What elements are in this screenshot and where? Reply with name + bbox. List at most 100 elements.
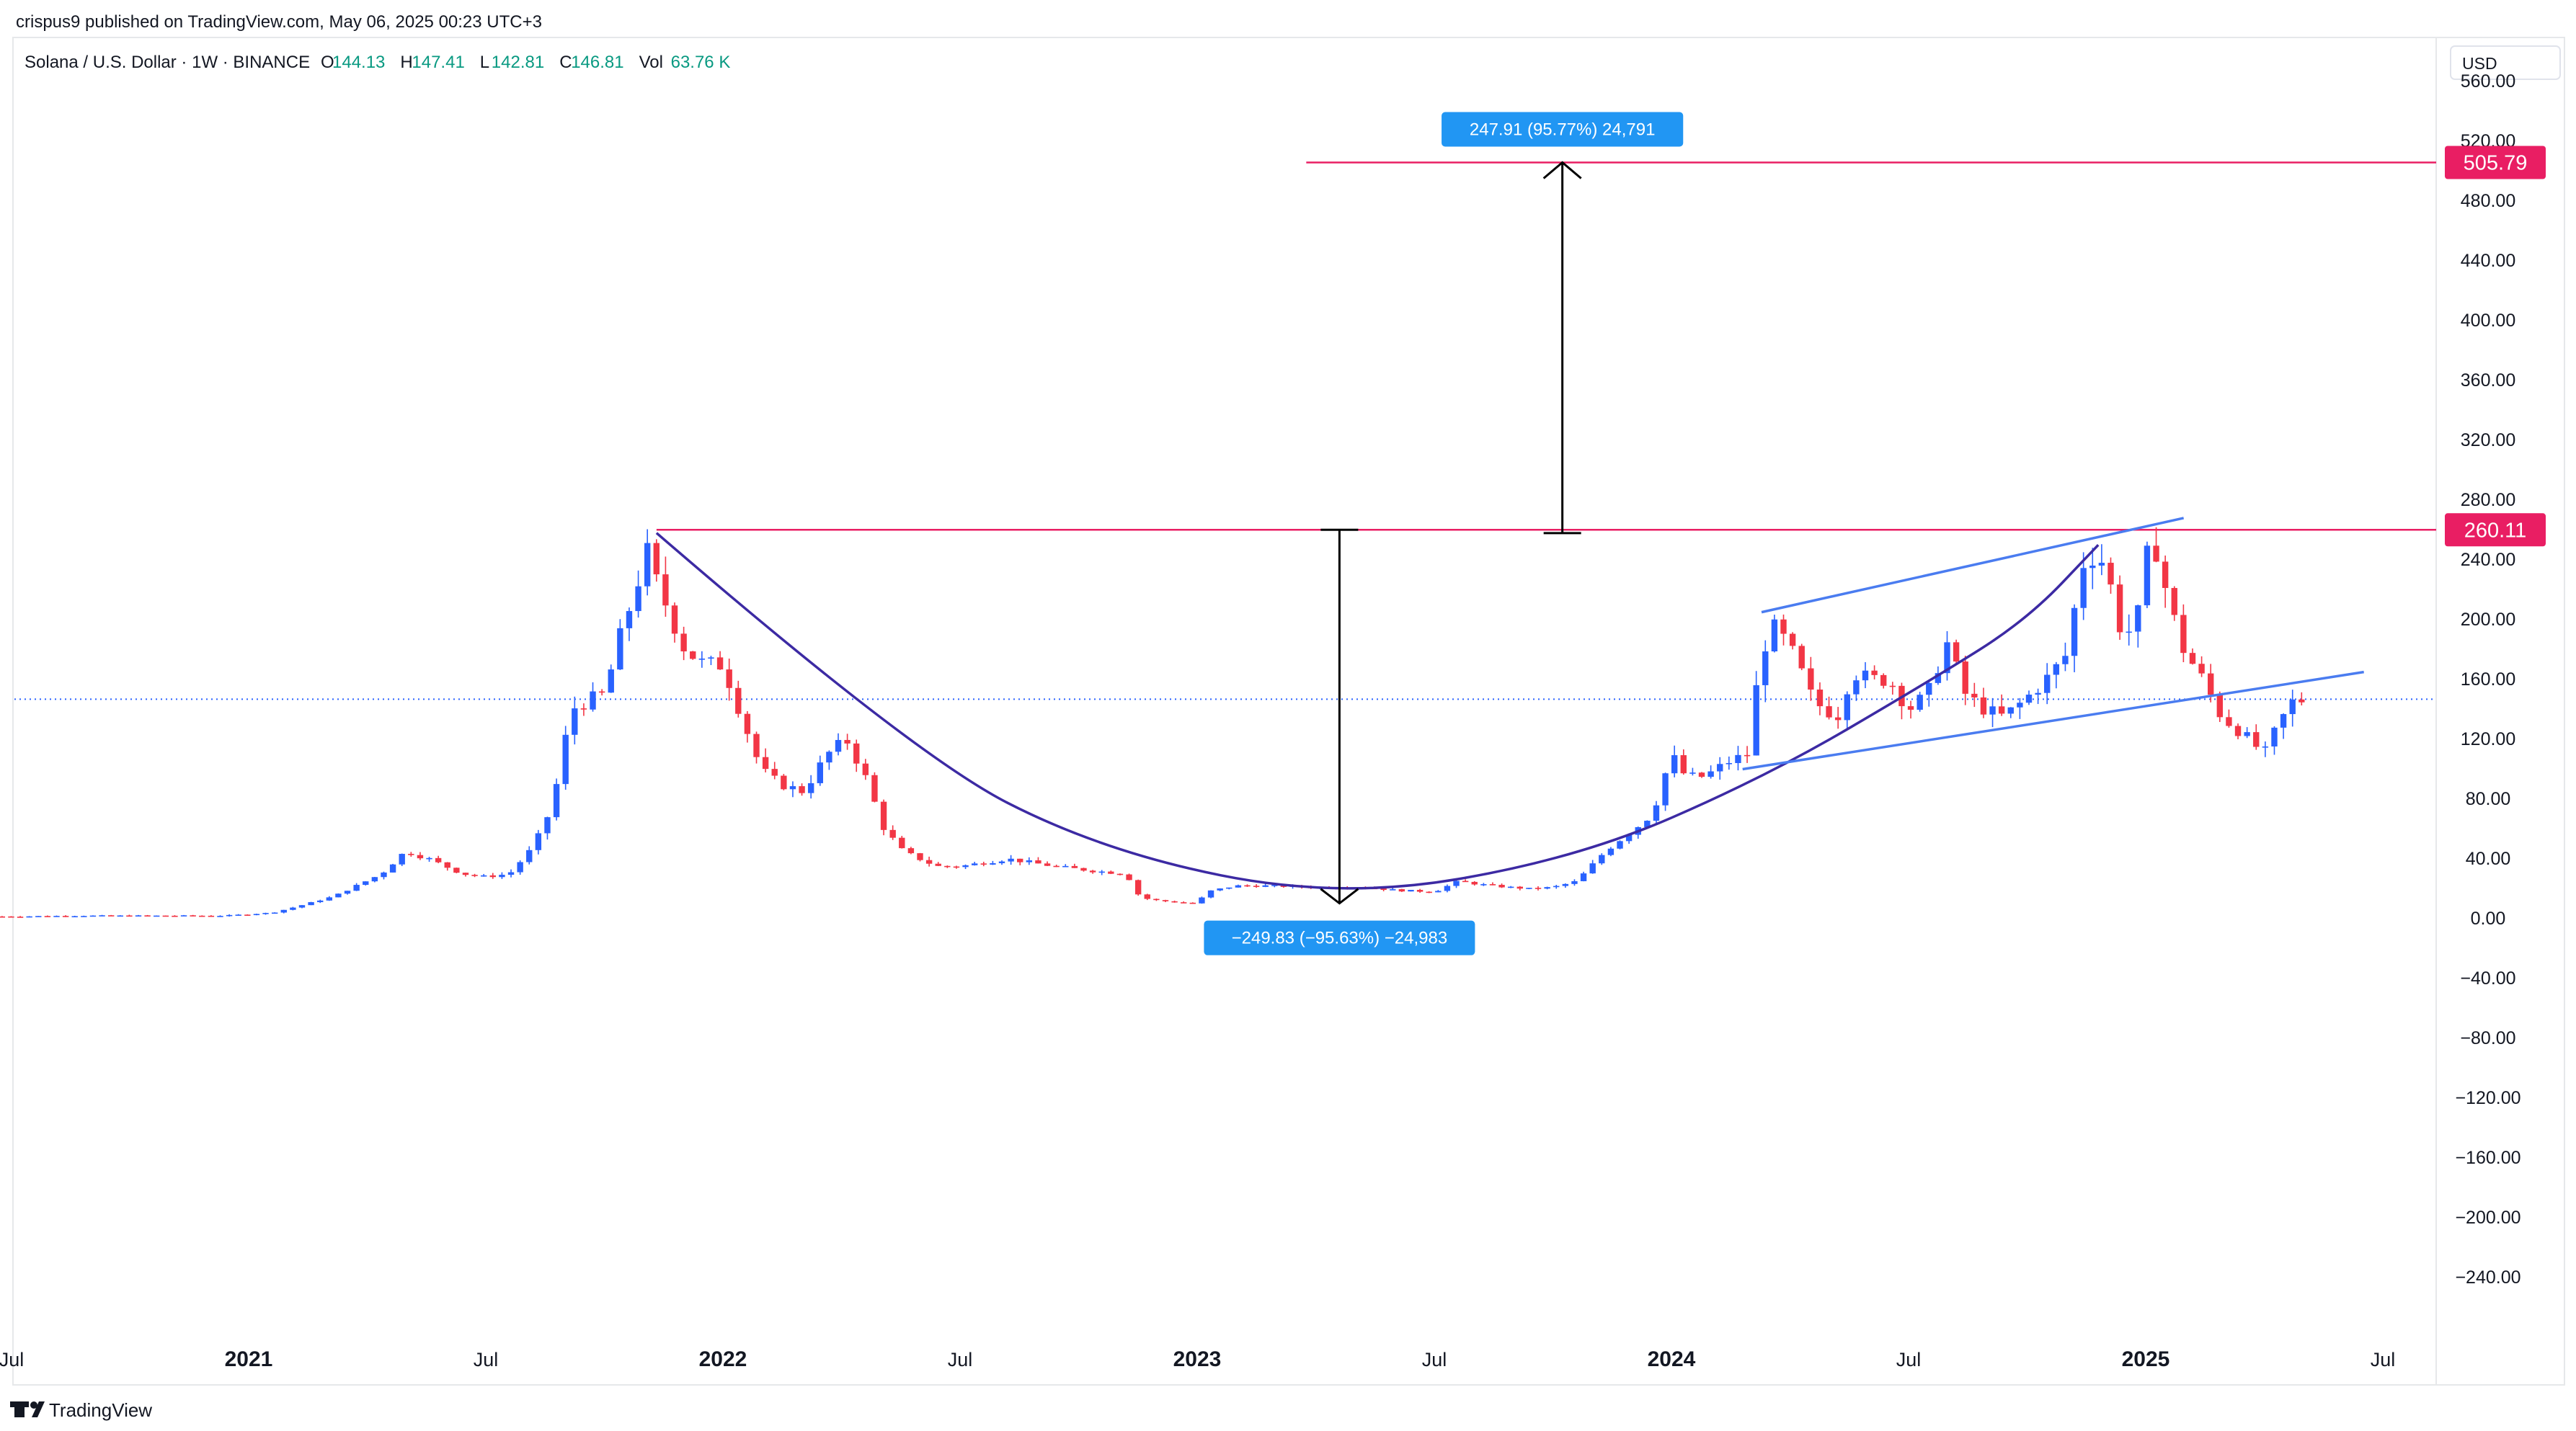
price-tick-label: 160.00 [2461, 669, 2515, 690]
time-tick-label: 2025 [2122, 1347, 2170, 1371]
candle [298, 905, 306, 909]
candle [399, 853, 405, 866]
candle-body [1735, 754, 1741, 763]
candle-body [1816, 690, 1824, 707]
candle-body [1080, 868, 1087, 871]
price-axis[interactable]: −240.00 −200.00 −160.00 −120.00 −80.00 −40.00… [2455, 71, 2521, 1288]
candle [2234, 723, 2242, 739]
price-tick-label: −200.00 [2455, 1208, 2521, 1228]
candle-body [53, 916, 60, 917]
candle [1144, 893, 1150, 901]
candle-body [1071, 865, 1078, 868]
candle [417, 852, 424, 860]
price-tick-label: 80.00 [2466, 789, 2511, 809]
chart-pane-border [12, 37, 2565, 1386]
price-tick-label: 280.00 [2461, 490, 2515, 510]
measure-arrow-head [1320, 888, 1359, 905]
candle-body [1062, 865, 1069, 868]
candle-body [208, 915, 215, 917]
candle-body [2271, 727, 2278, 746]
candle [1199, 896, 1205, 904]
candle-body [408, 854, 414, 855]
candle [771, 762, 778, 780]
candle [1671, 745, 1678, 777]
ohlc-value-c: 146.81 [571, 53, 623, 72]
candle [590, 682, 596, 712]
measure-drawdown: −249.83 (−95.63%) −24,983 [1204, 528, 1475, 955]
candle-body [308, 902, 314, 906]
candle [1471, 881, 1478, 886]
axis-price-labels: 505.79 260.11 [2445, 146, 2546, 547]
candle-body [1516, 886, 1524, 889]
candle-body [2035, 692, 2041, 695]
candle-body [435, 857, 442, 862]
candle [2116, 575, 2123, 640]
candle [644, 529, 651, 596]
candle [1762, 640, 1769, 703]
candle [462, 873, 469, 877]
candles [0, 527, 2305, 918]
candle-body [471, 875, 478, 876]
candle [789, 781, 796, 798]
candle-body [2162, 561, 2169, 589]
candle [2108, 557, 2114, 594]
candle-body [753, 734, 760, 757]
measure-label-text: −249.83 (−95.63%) −24,983 [1232, 929, 1448, 948]
candle-body [807, 783, 814, 793]
candle-body [644, 543, 651, 587]
candle-body [1489, 884, 1496, 886]
candle [907, 847, 915, 855]
candle [1971, 682, 1978, 708]
candle-body [572, 708, 578, 735]
candle-body [244, 914, 251, 916]
candle [544, 816, 551, 840]
candle-body [2108, 563, 2114, 585]
symbol-title: Solana / U.S. Dollar · 1W · BINANCE [25, 53, 310, 72]
candle-body [1744, 754, 1751, 757]
level-price-label-resistance: 260.11 [2464, 519, 2527, 542]
candle-body [1580, 873, 1587, 881]
candle-body [735, 687, 742, 714]
candle [71, 915, 78, 918]
candle-body [1408, 890, 1414, 892]
candle-body [1662, 773, 1669, 806]
candle [2044, 663, 2051, 705]
candle-body [1035, 860, 1041, 864]
candle-body [1834, 717, 1842, 721]
candle [507, 869, 515, 878]
candle-body [1116, 873, 1124, 875]
candle-body [489, 875, 497, 878]
candle-body [580, 708, 587, 710]
candle [126, 914, 133, 917]
time-tick-label: Jul [2371, 1349, 2396, 1370]
candle [0, 916, 6, 918]
candle-body [1544, 887, 1550, 889]
candle [925, 856, 933, 867]
time-axis[interactable]: Jul 2021 Jul 2022 Jul 2023 Jul 2024 Jul 2025 Jul [0, 1347, 2395, 1371]
candle [1617, 840, 1623, 850]
candle-body [853, 743, 860, 764]
candle-body [935, 863, 941, 866]
candle [753, 731, 760, 764]
candle [381, 871, 387, 880]
ohlc-label-h: H [400, 53, 412, 72]
candle [835, 733, 842, 756]
candle [1498, 883, 1505, 888]
tradingview-logo-icon [10, 1401, 45, 1417]
candle [1944, 630, 1950, 681]
candle [1798, 643, 1805, 671]
candle [144, 914, 151, 917]
candle [2171, 586, 2177, 621]
candle-body [17, 917, 24, 918]
candle-body [1471, 881, 1478, 885]
candle-body [2007, 707, 2014, 714]
candle-body [154, 915, 160, 917]
candle-body [771, 769, 778, 776]
candle-body [480, 875, 487, 877]
candle-body [1098, 871, 1105, 873]
candle-body [698, 659, 706, 660]
candle-body [2135, 605, 2141, 632]
candle [271, 912, 278, 914]
currency-button[interactable]: USD [2450, 45, 2561, 80]
